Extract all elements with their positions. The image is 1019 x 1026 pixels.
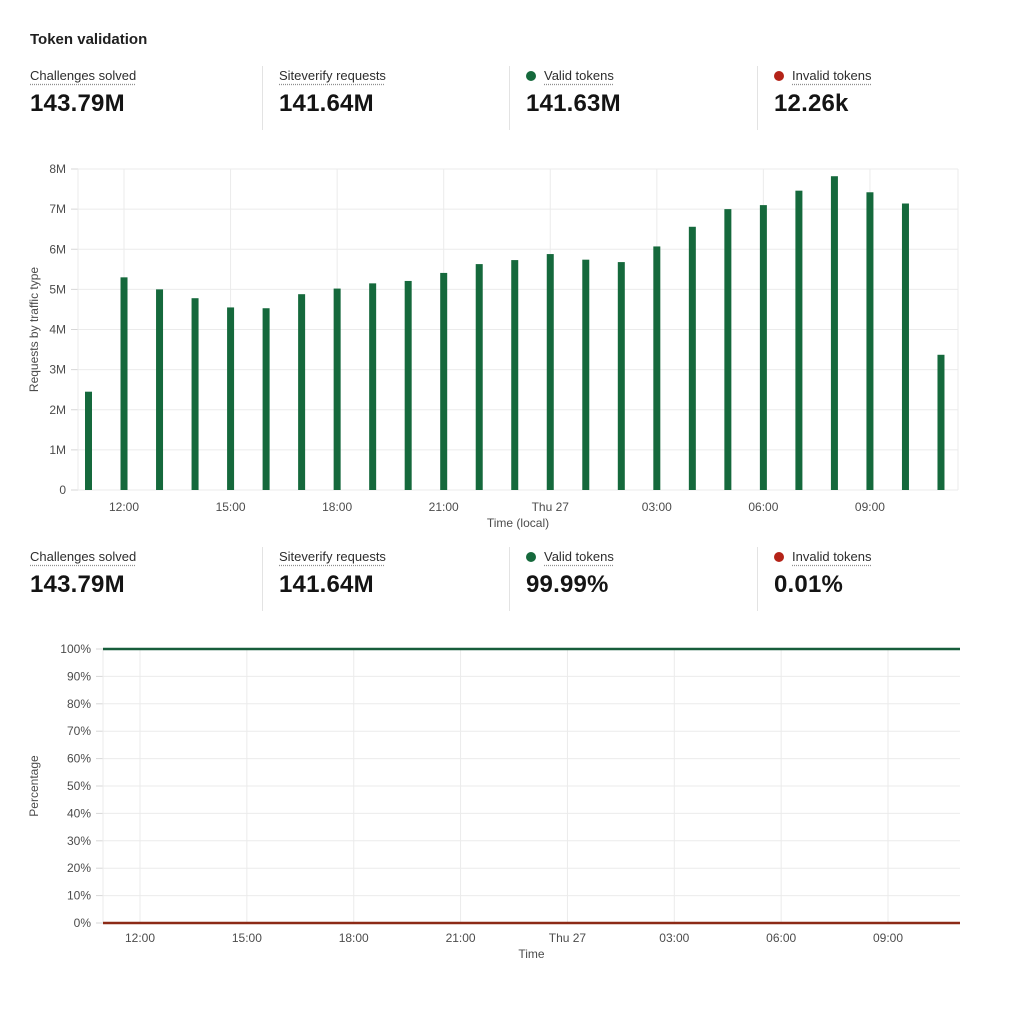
stat-invalid-tokens: Invalid tokens 12.26k	[757, 66, 989, 130]
x-tick-label: 09:00	[873, 931, 903, 945]
bar-14:00[interactable]	[191, 298, 199, 490]
stat-label-invalid-tokens[interactable]: Invalid tokens	[792, 68, 872, 83]
stat-label-valid-tokens[interactable]: Valid tokens	[544, 68, 614, 83]
bar-10:00[interactable]	[901, 203, 909, 490]
stat-value-challenges-solved: 143.79M	[30, 571, 125, 598]
stat-value-invalid-tokens: 0.01%	[774, 571, 844, 598]
stat-label-challenges-solved[interactable]: Challenges solved	[30, 68, 137, 83]
bar-12:00[interactable]	[120, 277, 128, 490]
y-tick-label: 1M	[49, 443, 66, 457]
x-tick-label: 09:00	[855, 500, 885, 514]
stat-challenges-solved: Challenges solved 143.79M	[30, 66, 262, 130]
bar-20:00[interactable]	[404, 280, 412, 490]
valid-tokens-dot-icon	[526, 551, 536, 562]
y-tick-label: 0%	[74, 916, 92, 930]
bar-19:00[interactable]	[369, 283, 377, 490]
bar-11:00[interactable]	[937, 354, 945, 490]
y-tick-label: 5M	[49, 282, 66, 296]
stat-label-siteverify-requests[interactable]: Siteverify requests	[279, 549, 386, 564]
stat-value-challenges-solved: 143.79M	[30, 90, 125, 117]
bar-04:00[interactable]	[688, 226, 696, 490]
stat-label-valid-tokens[interactable]: Valid tokens	[544, 549, 614, 564]
y-tick-label: 30%	[67, 834, 91, 848]
y-tick-label: 80%	[67, 697, 91, 711]
bar-02:00[interactable]	[617, 262, 625, 490]
bar-05:00[interactable]	[724, 209, 732, 490]
y-tick-label: 8M	[49, 162, 66, 176]
y-axis-title: Percentage	[27, 755, 41, 817]
stat-label-challenges-solved[interactable]: Challenges solved	[30, 549, 137, 564]
x-tick-label: 18:00	[339, 931, 369, 945]
x-tick-label: 06:00	[766, 931, 796, 945]
stat-siteverify-requests-pct: Siteverify requests 141.64M	[262, 547, 509, 611]
stat-value-invalid-tokens: 12.26k	[774, 90, 849, 117]
x-tick-label: 15:00	[216, 500, 246, 514]
bar-18:00[interactable]	[333, 288, 341, 490]
bar-13:00[interactable]	[156, 289, 164, 490]
stat-value-siteverify-requests: 141.64M	[279, 90, 374, 117]
stat-value-siteverify-requests: 141.64M	[279, 571, 374, 598]
y-tick-label: 2M	[49, 403, 66, 417]
y-tick-label: 3M	[49, 363, 66, 377]
y-tick-label: 7M	[49, 202, 66, 216]
y-tick-label: 100%	[60, 642, 91, 656]
valid-tokens-dot-icon	[526, 70, 536, 81]
bar-09:00[interactable]	[866, 192, 874, 490]
x-tick-label: Thu 27	[549, 931, 587, 945]
stat-label-invalid-tokens[interactable]: Invalid tokens	[792, 549, 872, 564]
x-tick-label: 06:00	[748, 500, 778, 514]
bar-22:00[interactable]	[475, 264, 483, 490]
bar-01:00[interactable]	[582, 259, 590, 490]
y-tick-label: 60%	[67, 752, 91, 766]
x-axis-title: Time (local)	[487, 516, 549, 530]
y-tick-label: 90%	[67, 669, 91, 683]
x-tick-label: 03:00	[642, 500, 672, 514]
y-tick-label: 20%	[67, 861, 91, 875]
bar-16:00[interactable]	[262, 308, 270, 490]
bar-08:00[interactable]	[830, 176, 838, 490]
bar-23:00[interactable]	[511, 260, 519, 490]
bar-07:00[interactable]	[795, 190, 803, 491]
stat-valid-tokens: Valid tokens 141.63M	[509, 66, 757, 130]
x-tick-label: 21:00	[429, 500, 459, 514]
stat-invalid-tokens-pct: Invalid tokens 0.01%	[757, 547, 989, 611]
x-axis-title: Time	[518, 947, 545, 961]
requests-by-traffic-type-chart[interactable]: 0 1M 2M 3M 4M 5M 6M 7M 8M 12:00 15:00 18:00 21:00 Thu…	[0, 150, 1019, 535]
stat-valid-tokens-pct: Valid tokens 99.99%	[509, 547, 757, 611]
y-tick-label: 6M	[49, 242, 66, 256]
bar-17:00[interactable]	[298, 294, 306, 490]
bar-03:00[interactable]	[653, 246, 661, 490]
bar-11:00[interactable]	[85, 391, 92, 490]
x-tick-label: 12:00	[109, 500, 139, 514]
stat-value-valid-tokens: 99.99%	[526, 571, 609, 598]
invalid-tokens-dot-icon	[774, 551, 784, 562]
bar-06:00[interactable]	[759, 205, 767, 491]
bar-15:00[interactable]	[227, 307, 235, 490]
page-title: Token validation	[30, 31, 148, 48]
x-tick-label: 21:00	[446, 931, 476, 945]
percentage-line-chart[interactable]: 0% 10% 20% 30% 40% 50% 60% 70% 80% 90% 100% 12:00 15…	[0, 630, 1019, 975]
stat-siteverify-requests: Siteverify requests 141.64M	[262, 66, 509, 130]
y-tick-label: 50%	[67, 779, 91, 793]
invalid-tokens-dot-icon	[774, 70, 784, 81]
stats-row-bottom: Challenges solved 143.79M Siteverify req…	[30, 547, 989, 611]
y-axis-title: Requests by traffic type	[27, 267, 41, 393]
x-tick-label: 12:00	[125, 931, 155, 945]
stat-value-valid-tokens: 141.63M	[526, 90, 621, 117]
bar-21:00[interactable]	[440, 272, 448, 490]
x-tick-label: 03:00	[659, 931, 689, 945]
stat-label-siteverify-requests[interactable]: Siteverify requests	[279, 68, 386, 83]
x-tick-label: 18:00	[322, 500, 352, 514]
y-tick-label: 0	[59, 483, 66, 497]
stats-row-top: Challenges solved 143.79M Siteverify req…	[30, 66, 989, 130]
y-tick-label: 10%	[67, 889, 91, 903]
bar-Thu 27 00:00[interactable]	[546, 254, 554, 490]
stat-challenges-solved-pct: Challenges solved 143.79M	[30, 547, 262, 611]
x-tick-label: Thu 27	[532, 500, 570, 514]
y-tick-label: 4M	[49, 323, 66, 337]
x-tick-label: 15:00	[232, 931, 262, 945]
y-tick-label: 70%	[67, 724, 91, 738]
y-tick-label: 40%	[67, 806, 91, 820]
